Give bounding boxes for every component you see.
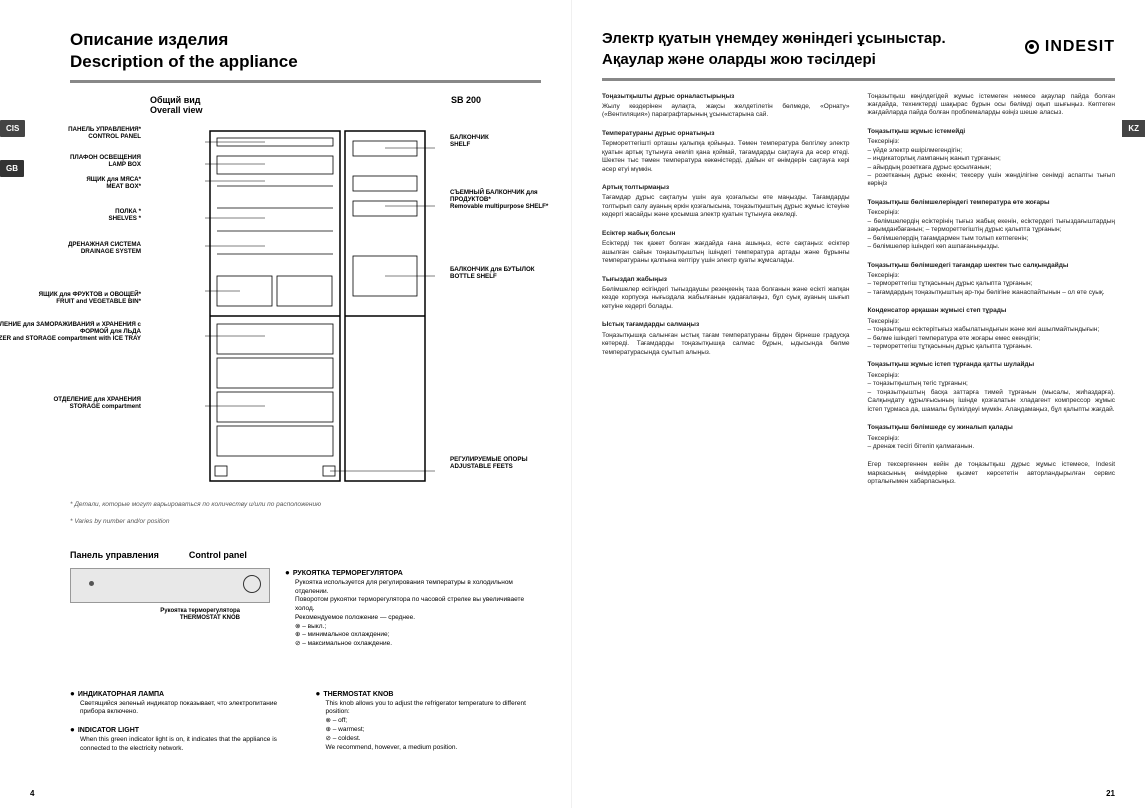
brand-logo: INDESIT — [1025, 38, 1115, 56]
control-panel-section: Панель управления Control panel Рукоятка… — [70, 550, 541, 754]
kz-paragraph: Тоңазытқыш жұмыс істеп тұрғанда қатты шу… — [868, 361, 1116, 414]
logo-icon — [1025, 40, 1039, 54]
cp-title-ru: Панель управления — [70, 550, 159, 560]
kz-paragraph: Тоңазытқышты дұрыс орналастырыңызЖылу кө… — [602, 93, 850, 120]
fridge-label-right: БАЛКОНЧИК для БУТЫЛОКBOTTLE SHELF — [450, 266, 580, 280]
title-ru: Описание изделия — [70, 30, 541, 50]
kz-paragraph: Тоңазытқыш жұмыс істемейдіТексеріңіз: – … — [868, 128, 1116, 189]
kz-paragraph: Тоңазытқыш көңілдегідей жұмыс істемеген … — [868, 93, 1116, 118]
kz-col1: Тоңазытқышты дұрыс орналастырыңызЖылу кө… — [602, 93, 850, 497]
title-en: Description of the appliance — [70, 52, 541, 72]
kz-text-columns: Тоңазытқышты дұрыс орналастырыңызЖылу кө… — [602, 93, 1115, 497]
kz-paragraph: Егер тексергеннен кейін де тоңазытқыш дұ… — [868, 461, 1116, 486]
fridge-diagram: ПАНЕЛЬ УПРАВЛЕНИЯ*CONTROL PANELПЛАФОН ОС… — [30, 121, 541, 491]
kz-paragraph: Конденсатор әрқашан жұмысі степ тұрадыТе… — [868, 307, 1116, 351]
fridge-label-right: БАЛКОНЧИКSHELF — [450, 134, 580, 148]
kz-paragraph: Артық толтырмаңызТағамдар дұрыс сақталуы… — [602, 184, 850, 220]
kz-paragraph: Температураны дұрыс орнатыңызТермореттег… — [602, 130, 850, 174]
page-num-right: 21 — [1106, 789, 1115, 798]
left-page: CIS GB Описание изделия Description of t… — [0, 0, 572, 808]
indicator-ru: ●ИНДИКАТОРНАЯ ЛАМПА Светящийся зеленый и… — [70, 689, 296, 754]
thermostat-knob-icon — [243, 575, 261, 593]
fridge-label-left: ПЛАФОН ОСВЕЩЕНИЯLAMP BOX — [0, 154, 141, 168]
kz-paragraph: Тоңазытқыш бөлімшедегі тағамдар шектен т… — [868, 262, 1116, 298]
fridge-label-left: ДРЕНАЖНАЯ СИСТЕМАDRAINAGE SYSTEM — [0, 241, 141, 255]
knob-label: Рукоятка терморегулятора THERMOSTAT KNOB — [160, 608, 240, 622]
fridge-svg — [205, 126, 435, 486]
fridge-label-right: СЪЕМНЫЙ БАЛКОНЧИК для ПРОДУКТОВ*Removabl… — [450, 189, 580, 210]
footnote-en: * Varies by number and/or position — [70, 518, 541, 525]
tab-kz: KZ — [1122, 120, 1145, 137]
cp-title-en: Control panel — [189, 550, 247, 560]
divider — [70, 80, 541, 83]
kz-paragraph: Есіктер жабық болсынЕсіктерді тек қажет … — [602, 230, 850, 266]
fridge-label-left: ОТДЕЛЕНИЕ для ХРАНЕНИЯSTORAGE compartmen… — [0, 396, 141, 410]
right-page: INDESIT KZ Электр қуатын үнемдеу жөнінде… — [572, 0, 1145, 808]
fridge-label-left: ЯЩИК для МЯСА*MEAT BOX* — [0, 176, 141, 190]
footnote-ru: * Детали, которые могут варьироваться по… — [70, 501, 541, 508]
control-panel-image — [70, 568, 270, 603]
indicator-dot — [89, 581, 94, 586]
model-row: Общий видOverall view SB 200 — [30, 95, 541, 115]
knob-description: ●РУКОЯТКА ТЕРМОРЕГУЛЯТОРА Рукоятка испол… — [285, 568, 541, 649]
fridge-label-right: РЕГУЛИРУЕМЫЕ ОПОРЫADJUSTABLE FEETS — [450, 456, 580, 470]
kz-paragraph: Тоңазытқыш бөлімшелеріндегі температура … — [868, 199, 1116, 252]
kz-col2: Тоңазытқыш көңілдегідей жұмыс істемеген … — [868, 93, 1116, 497]
thermostat-en: ●THERMOSTAT KNOB This knob allows you to… — [316, 689, 542, 754]
fridge-label-left: ОТДЕЛЕНИЕ для ЗАМОРАЖИВАНИЯ и ХРАНЕНИЯ с… — [0, 321, 141, 342]
fridge-label-left: ЯЩИК для ФРУКТОВ и ОВОЩЕЙ*FRUIT and VEGE… — [0, 291, 141, 305]
kz-paragraph: Ыстық тағамдарды салмаңызТоңазытқышқа са… — [602, 321, 850, 357]
kz-paragraph: Тығыздап жабыңызБөлімшелер есігіндегі ты… — [602, 276, 850, 312]
page-num-left: 4 — [30, 789, 34, 798]
kz-paragraph: Тоңазытқыш бөлімшеде су жиналып қаладыТе… — [868, 424, 1116, 451]
fridge-label-left: ПАНЕЛЬ УПРАВЛЕНИЯ*CONTROL PANEL — [0, 126, 141, 140]
divider-right — [602, 78, 1115, 81]
fridge-label-left: ПОЛКА *SHELVES * — [0, 208, 141, 222]
